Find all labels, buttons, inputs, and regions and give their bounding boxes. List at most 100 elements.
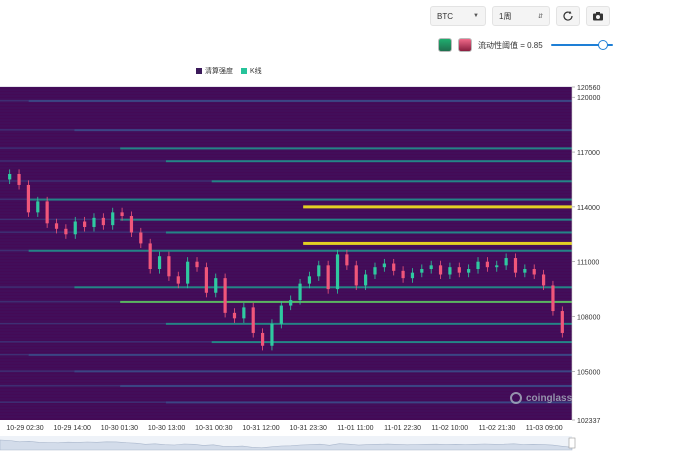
liquidity-band [120,218,573,221]
watermark: coinglass [510,392,572,404]
watermark-text: coinglass [526,392,573,404]
liquidity-band [303,205,572,209]
liquidity-band [303,241,572,245]
liquidity-band-faint [0,160,166,162]
candle-body [373,267,377,275]
liquidity-band-faint [0,341,212,343]
legend-swatch [196,68,202,74]
x-tick-label: 10-29 02:30 [6,425,43,432]
liquidity-band-faint [0,300,121,303]
liquidity-band [28,353,573,356]
liquidity-band-faint [0,218,121,221]
chevron-down-icon: ▼ [473,13,479,19]
liquidity-band [211,180,572,183]
threshold-slider[interactable] [550,40,613,50]
navigator-handle [568,437,576,449]
liquidity-band-faint [0,231,166,233]
candle-body [401,270,405,279]
candle-body [17,173,21,185]
toolbar: BTC ▼ 1周 ⇵ [430,6,610,28]
candle-body [167,256,171,277]
candle-body [382,263,386,268]
updown-chevron-icon: ⇵ [537,13,543,20]
x-tick-label: 11-02 10:00 [431,425,468,432]
liquidity-band-faint [0,129,75,131]
pink-palette-toggle[interactable] [458,38,472,52]
candle-body [26,184,31,213]
liquidity-band [28,198,573,201]
refresh-icon [563,11,573,21]
legend-label: 清算强度 [205,68,233,75]
liquidity-band-faint [0,249,29,252]
liquidity-band [165,322,572,325]
y-tick-label: 105000 [577,369,600,376]
camera-icon [593,12,603,21]
candle-body [232,312,237,319]
range-select[interactable]: 1周 ⇵ [492,6,550,26]
candle-body [195,261,199,268]
candle-body [92,217,96,227]
x-tick-label: 11-01 11:00 [337,425,373,432]
chart-legend: 清算强度 K线 [196,66,262,76]
liquidity-band [28,99,573,102]
x-tick-label: 10-31 00:30 [195,425,232,432]
candle-body [120,212,124,217]
liquidity-band [120,300,573,303]
coin-select-value: BTC [437,11,453,21]
candle-body [242,307,246,319]
candle-body [129,216,134,233]
candle-body [457,267,461,273]
heatmap-background [0,87,572,420]
coin-select[interactable]: BTC ▼ [430,6,486,26]
candle-body [513,258,518,273]
candle-body [326,265,330,290]
screenshot-button[interactable] [586,6,610,26]
liquidity-band [74,129,573,132]
x-tick-label: 10-31 23:30 [290,425,327,432]
liquidity-band-faint [0,353,29,356]
candle-body [307,276,312,284]
candle-body [54,223,59,229]
liquidity-band-faint [0,198,29,201]
threshold-control: 流动性阈值 = 0.85 [438,38,613,52]
candle-body [251,307,255,333]
candle-body [204,267,208,293]
green-palette-toggle[interactable] [438,38,452,52]
candle-body [111,212,115,226]
candle-body [214,278,218,293]
candle-body [101,217,105,226]
candle-body [345,254,349,266]
liquidity-band-faint [0,322,166,325]
candle-body [139,232,143,244]
candle-body [289,300,293,306]
legend-item-kline[interactable]: K线 [241,66,262,76]
candle-body [504,258,508,266]
liquidity-band-faint [0,370,75,372]
legend-swatch [241,68,247,74]
candle-body [485,261,489,268]
candle-body [448,267,452,275]
candle-body [8,173,12,180]
candle-body [335,254,340,290]
x-tick-label: 10-29 14:00 [54,425,91,432]
candle-body [260,332,265,346]
candle-body [279,305,283,324]
candle-body [364,274,368,286]
legend-item-liquidation[interactable]: 清算强度 [196,66,233,76]
candle-body [392,263,396,271]
liquidity-band-faint [0,147,121,149]
candle-body [410,272,415,279]
candle-body [148,243,152,270]
candle-body [223,278,227,313]
coinglass-logo-icon [510,392,522,404]
slider-thumb[interactable] [598,40,609,50]
liquidity-band [74,286,573,289]
refresh-button[interactable] [556,6,580,26]
candle-body [157,256,162,270]
candle-body [541,274,546,286]
slider-track [550,44,613,46]
range-select-value: 1周 [499,11,512,21]
candle-body [354,265,358,286]
liquidity-band [165,231,572,234]
